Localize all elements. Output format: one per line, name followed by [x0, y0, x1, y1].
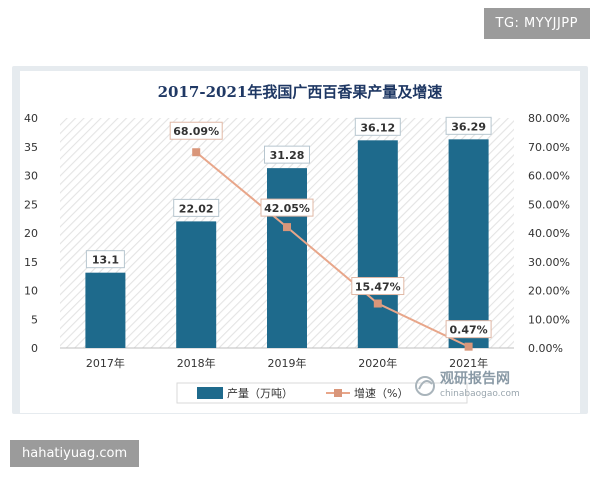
line-series: [192, 148, 473, 351]
bar-value-label: 13.1: [92, 254, 119, 267]
bar: [267, 168, 307, 348]
growth-value-label: 0.47%: [450, 324, 488, 337]
chart-svg: 2017-2021年我国广西百香果产量及增速 0510152025303540 …: [24, 83, 570, 404]
y-right-tick-label: 0.00%: [528, 342, 563, 355]
x-tick-label: 2017年: [86, 356, 125, 370]
brand-url: chinabaogao.com: [440, 389, 520, 399]
y-left-tick-label: 30: [24, 170, 38, 183]
brand-logo-icon: [415, 376, 435, 396]
y-right-tick-label: 30.00%: [528, 256, 570, 269]
bar: [448, 139, 489, 348]
legend-swatch-bar: [197, 387, 223, 399]
growth-value-label: 42.05%: [264, 202, 310, 215]
y-right-tick-label: 80.00%: [528, 112, 570, 125]
brand-name: 观研报告网: [440, 370, 510, 387]
legend-label-bar: 产量（万吨）: [227, 386, 293, 400]
bar-value-label: 22.02: [179, 202, 214, 215]
y-right-tick-label: 20.00%: [528, 285, 570, 298]
bar-value-label-box: [445, 116, 492, 135]
bar-value-label-box: [173, 198, 220, 217]
growth-point: [192, 148, 201, 157]
growth-value-label-box: [169, 121, 223, 140]
y-left-tick-label: 25: [24, 198, 38, 211]
bar-value-label: 36.12: [360, 121, 395, 134]
brand-watermark: 观研报告网 chinabaogao.com: [415, 370, 520, 399]
growth-point: [464, 342, 473, 351]
bar-series: [85, 139, 489, 348]
y-right-tick-label: 10.00%: [528, 313, 570, 326]
y-right-tick-label: 40.00%: [528, 227, 570, 240]
growth-value-label: 68.09%: [173, 125, 219, 138]
bar-value-label-box: [85, 250, 125, 269]
growth-point: [373, 299, 382, 308]
y-left-tick-label: 20: [24, 227, 38, 240]
y-left-tick-label: 35: [24, 141, 38, 154]
bar-value-label: 31.28: [270, 149, 305, 162]
data-labels: 13.1 22.02 31.28 36.12 36.29 68.09% 42.05% 15.4…: [85, 116, 492, 339]
chart-title: 2017-2021年我国广西百香果产量及增速: [158, 83, 443, 101]
legend-label-line: 增速（%）: [354, 386, 408, 400]
growth-value-label-box: [260, 198, 314, 217]
y-right-tick-label: 70.00%: [528, 141, 570, 154]
watermark-top: TG: MYYJJPP: [483, 8, 590, 39]
growth-value-label-box: [351, 277, 405, 296]
growth-value-label-box: [445, 320, 492, 339]
growth-value-label: 15.47%: [355, 281, 401, 294]
watermark-bottom: hahatiyuag.com: [10, 440, 140, 467]
x-tick-label: 2021年: [449, 356, 488, 370]
x-tick-label: 2019年: [268, 356, 307, 370]
legend-swatch-marker: [334, 389, 342, 397]
y-right-tick-label: 50.00%: [528, 198, 570, 211]
y-left-tick-label: 10: [24, 285, 38, 298]
growth-line: [195, 151, 470, 348]
bar: [357, 140, 398, 348]
y-axis-right: 0.00% 10.00% 20.00% 30.00% 40.00% 50.00% 60.00…: [528, 112, 570, 355]
y-right-tick-label: 60.00%: [528, 170, 570, 183]
bar-value-label-box: [264, 145, 310, 164]
legend: 产量（万吨） 增速（%）: [176, 382, 468, 404]
y-left-tick-label: 40: [24, 112, 38, 125]
y-axis-left: 0 5 10 15 20 25 30 35 40: [24, 112, 38, 355]
bar: [85, 272, 126, 348]
y-left-tick-label: 0: [31, 342, 38, 355]
bar-value-label: 36.29: [451, 120, 486, 133]
x-axis: 2017年 2018年 2019年 2020年 2021年: [60, 347, 514, 370]
y-left-tick-label: 5: [31, 313, 38, 326]
legend-box: [176, 382, 468, 404]
x-tick-label: 2018年: [177, 356, 216, 370]
y-left-tick-label: 15: [24, 256, 38, 269]
bar: [176, 221, 217, 348]
growth-point: [283, 223, 291, 232]
x-tick-label: 2020年: [358, 356, 397, 370]
bar-value-label-box: [354, 117, 401, 136]
chart-card: 2017-2021年我国广西百香果产量及增速 0 5 10 15 20 25 30 35 40 …: [20, 71, 580, 413]
